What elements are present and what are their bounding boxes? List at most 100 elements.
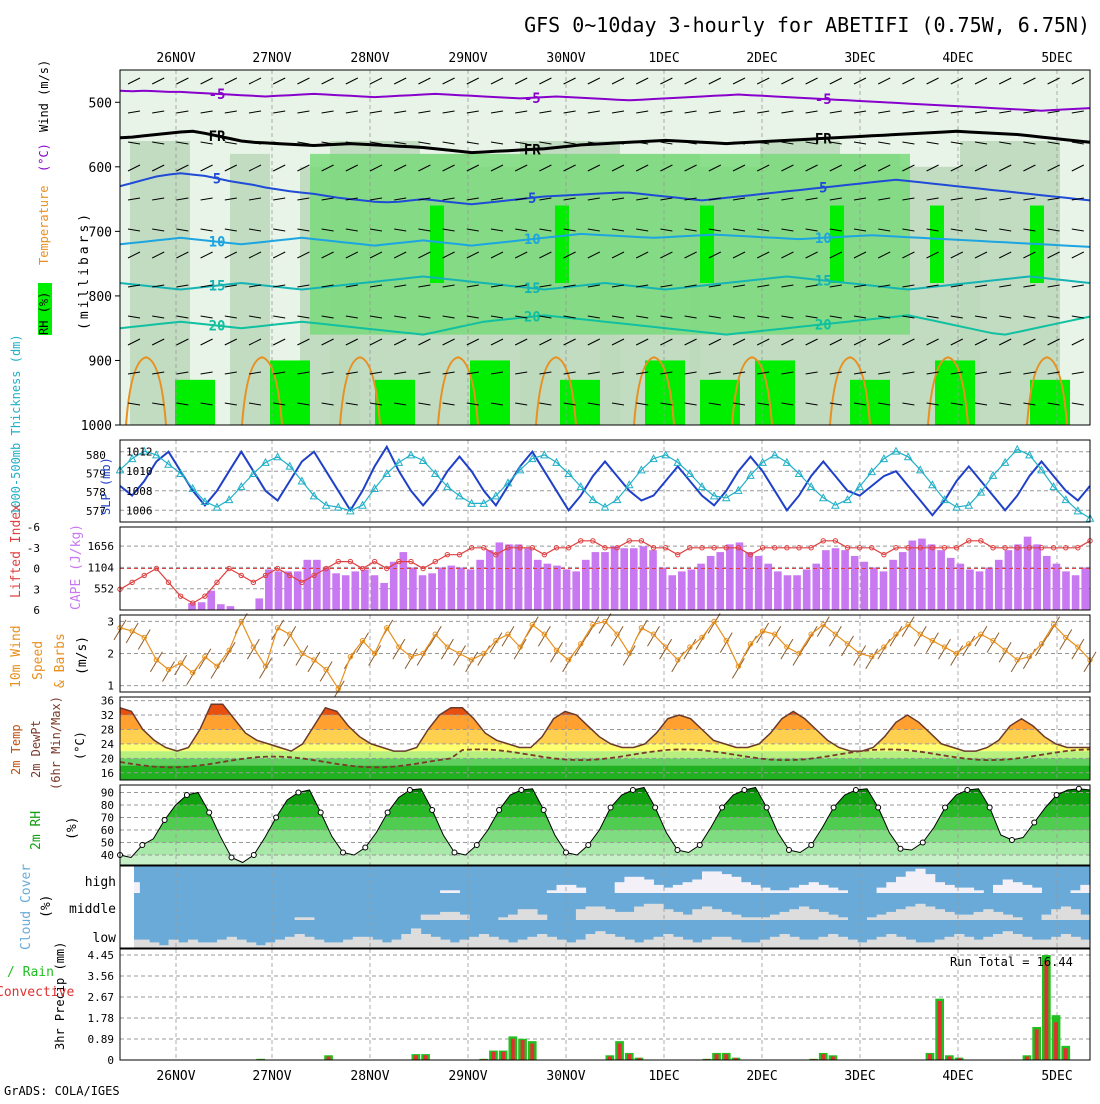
thickness-marker [612, 495, 622, 504]
cloud-bar [411, 928, 422, 948]
wind-marker [493, 637, 499, 644]
wind-barb [539, 402, 552, 406]
cloud-bar [808, 909, 819, 920]
li-marker [869, 545, 875, 551]
wind-barb [950, 338, 964, 346]
li-marker [844, 545, 851, 551]
rh-marker [830, 804, 837, 811]
cape-tick-label: 1104 [88, 561, 115, 574]
rh-legend-swatch [38, 283, 52, 335]
wind-marker [1050, 621, 1057, 628]
wind-barb [1071, 402, 1084, 406]
wind-barb [926, 402, 939, 406]
wind-barb [394, 141, 407, 145]
cloud-bar [546, 890, 557, 893]
wind-marker [541, 631, 548, 637]
wind-barb [466, 77, 480, 85]
thickness-marker [721, 493, 731, 502]
wind-barb [708, 164, 722, 172]
wind-barb [757, 402, 770, 406]
thickness-marker [503, 478, 513, 487]
wind-barb [273, 141, 286, 145]
li-marker [917, 545, 923, 551]
cloud-bar [925, 906, 936, 920]
wind-barb [321, 315, 334, 319]
cloud-bar [585, 906, 596, 920]
wind-axis-label-3: & Barbs [53, 633, 68, 688]
wind-barb [442, 164, 455, 172]
precip-frame [119, 948, 1091, 1061]
wind-barb [321, 284, 334, 288]
cloud-bar [517, 909, 528, 920]
wind-barb [539, 77, 552, 85]
precip-tick-label: 4.45 [88, 949, 115, 962]
isotherm-label: 5 [528, 191, 536, 207]
cloud-bar [896, 876, 907, 893]
wind-barb [152, 402, 165, 406]
cloud-bar [207, 942, 218, 948]
li-marker [1002, 545, 1008, 551]
cloud-bar [1051, 909, 1062, 920]
thickness-marker [370, 483, 379, 492]
cloud-bar [1031, 939, 1042, 948]
wind-barb [563, 284, 576, 288]
thickness-marker [891, 446, 901, 455]
cloud-bar [440, 890, 451, 893]
wind-marker [141, 634, 147, 641]
cape-bar [706, 555, 715, 610]
thickness-marker [818, 493, 828, 502]
cape-bar [457, 567, 465, 610]
precip-conv-bar [326, 1056, 331, 1060]
temp-tick-label: 24 [101, 738, 115, 751]
wind-barb [563, 371, 576, 375]
rh-marker [1031, 819, 1038, 826]
isotherm-label: -5 [209, 87, 226, 103]
wind-marker [274, 625, 281, 631]
wind-barb [587, 402, 600, 406]
bottom-date-label: 26NOV [156, 1069, 195, 1084]
wind-barb [176, 371, 189, 375]
wind-barb [829, 164, 843, 172]
wind-barb [200, 251, 213, 259]
li-marker [287, 572, 293, 579]
thickness-marker [855, 482, 864, 491]
wind-barb [1047, 141, 1060, 145]
wind-marker [347, 654, 354, 660]
cloud-bar [653, 936, 664, 948]
rh-marker [384, 809, 391, 816]
wind-barb [636, 371, 649, 375]
wind-barb [781, 402, 794, 406]
li-marker [723, 545, 729, 551]
wind-barb [926, 371, 939, 375]
cloud-bar [381, 942, 393, 948]
wind-barb [176, 251, 189, 259]
wind-barb [321, 228, 334, 232]
temp-tick-label: 36 [101, 695, 114, 708]
wind-barb [781, 141, 794, 145]
thickness-marker [333, 502, 343, 511]
wind-marker [687, 644, 693, 650]
wind-barb [273, 402, 286, 406]
cloud-bar [498, 917, 509, 920]
wind-marker [517, 644, 523, 650]
cloud-bar [682, 914, 693, 920]
wind-barb [1023, 402, 1036, 406]
cloud-bar [139, 939, 150, 948]
isotherm-label: FR [815, 131, 832, 147]
wind-barb [369, 110, 383, 114]
cloud-bar [420, 914, 431, 920]
wind-barb [224, 141, 237, 145]
cloud-bar [401, 934, 412, 948]
wind-barb [732, 110, 746, 114]
wind-barb [248, 402, 262, 406]
wind-marker [662, 644, 669, 650]
cloud-bar [1022, 884, 1033, 893]
rh-column-bright [930, 205, 944, 283]
wind-barb [345, 164, 359, 172]
wind-barb [297, 338, 310, 346]
thickness-marker [358, 500, 367, 509]
wind-marker [905, 621, 911, 628]
rh-marker [362, 844, 369, 851]
li-marker [1075, 545, 1081, 551]
wind-barb [732, 228, 746, 232]
